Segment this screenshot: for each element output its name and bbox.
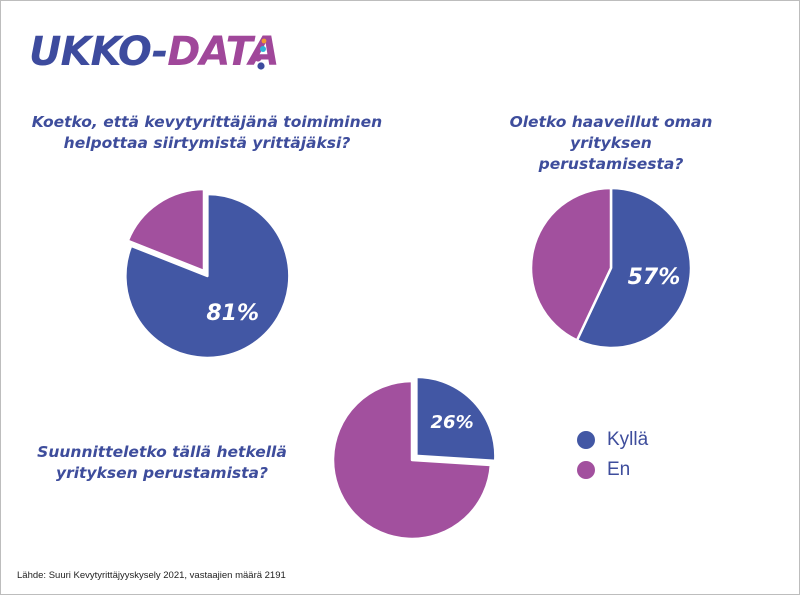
ukko-data-logo: UKKO-DATA <box>29 29 280 75</box>
pie2-slice-en <box>529 186 613 342</box>
question-3-title: Suunnitteletko tällä hetkellä yrityksen … <box>37 443 287 482</box>
logo-dots-icon <box>254 38 267 70</box>
pie-chart-2: 57% <box>529 186 693 350</box>
pie3-slice-kylla <box>415 375 497 463</box>
legend-marker-en <box>577 461 595 479</box>
pie1-slice-kylla <box>124 192 291 360</box>
question-2-title: Oletko haaveillut oman yrityksen perusta… <box>509 113 713 173</box>
pie3-value-label: 26% <box>431 412 474 433</box>
logo-part-1: UKKO- <box>29 29 168 75</box>
pie2-value-label: 57% <box>628 265 681 290</box>
pie3-slice-en <box>331 379 493 541</box>
pie-chart-1: 81% <box>124 187 291 360</box>
pie1-slice-en <box>126 187 206 273</box>
legend-marker-kylla <box>577 431 595 449</box>
pie1-value-label: 81% <box>206 301 259 326</box>
legend-item-kylla: Kyllä <box>577 425 648 455</box>
legend-item-en: En <box>577 455 648 485</box>
legend-label-kylla: Kyllä <box>607 429 649 450</box>
pie-chart-3: 26% <box>331 375 497 541</box>
question-1-title: Koetko, että kevytyrittäjänä toimiminen … <box>31 113 383 152</box>
legend-label-en: En <box>607 459 631 480</box>
pie2-slice-kylla <box>575 186 693 350</box>
legend: Kyllä En <box>577 425 648 485</box>
source-note: Lähde: Suuri Kevytyrittäjyyskysely 2021,… <box>17 570 286 581</box>
